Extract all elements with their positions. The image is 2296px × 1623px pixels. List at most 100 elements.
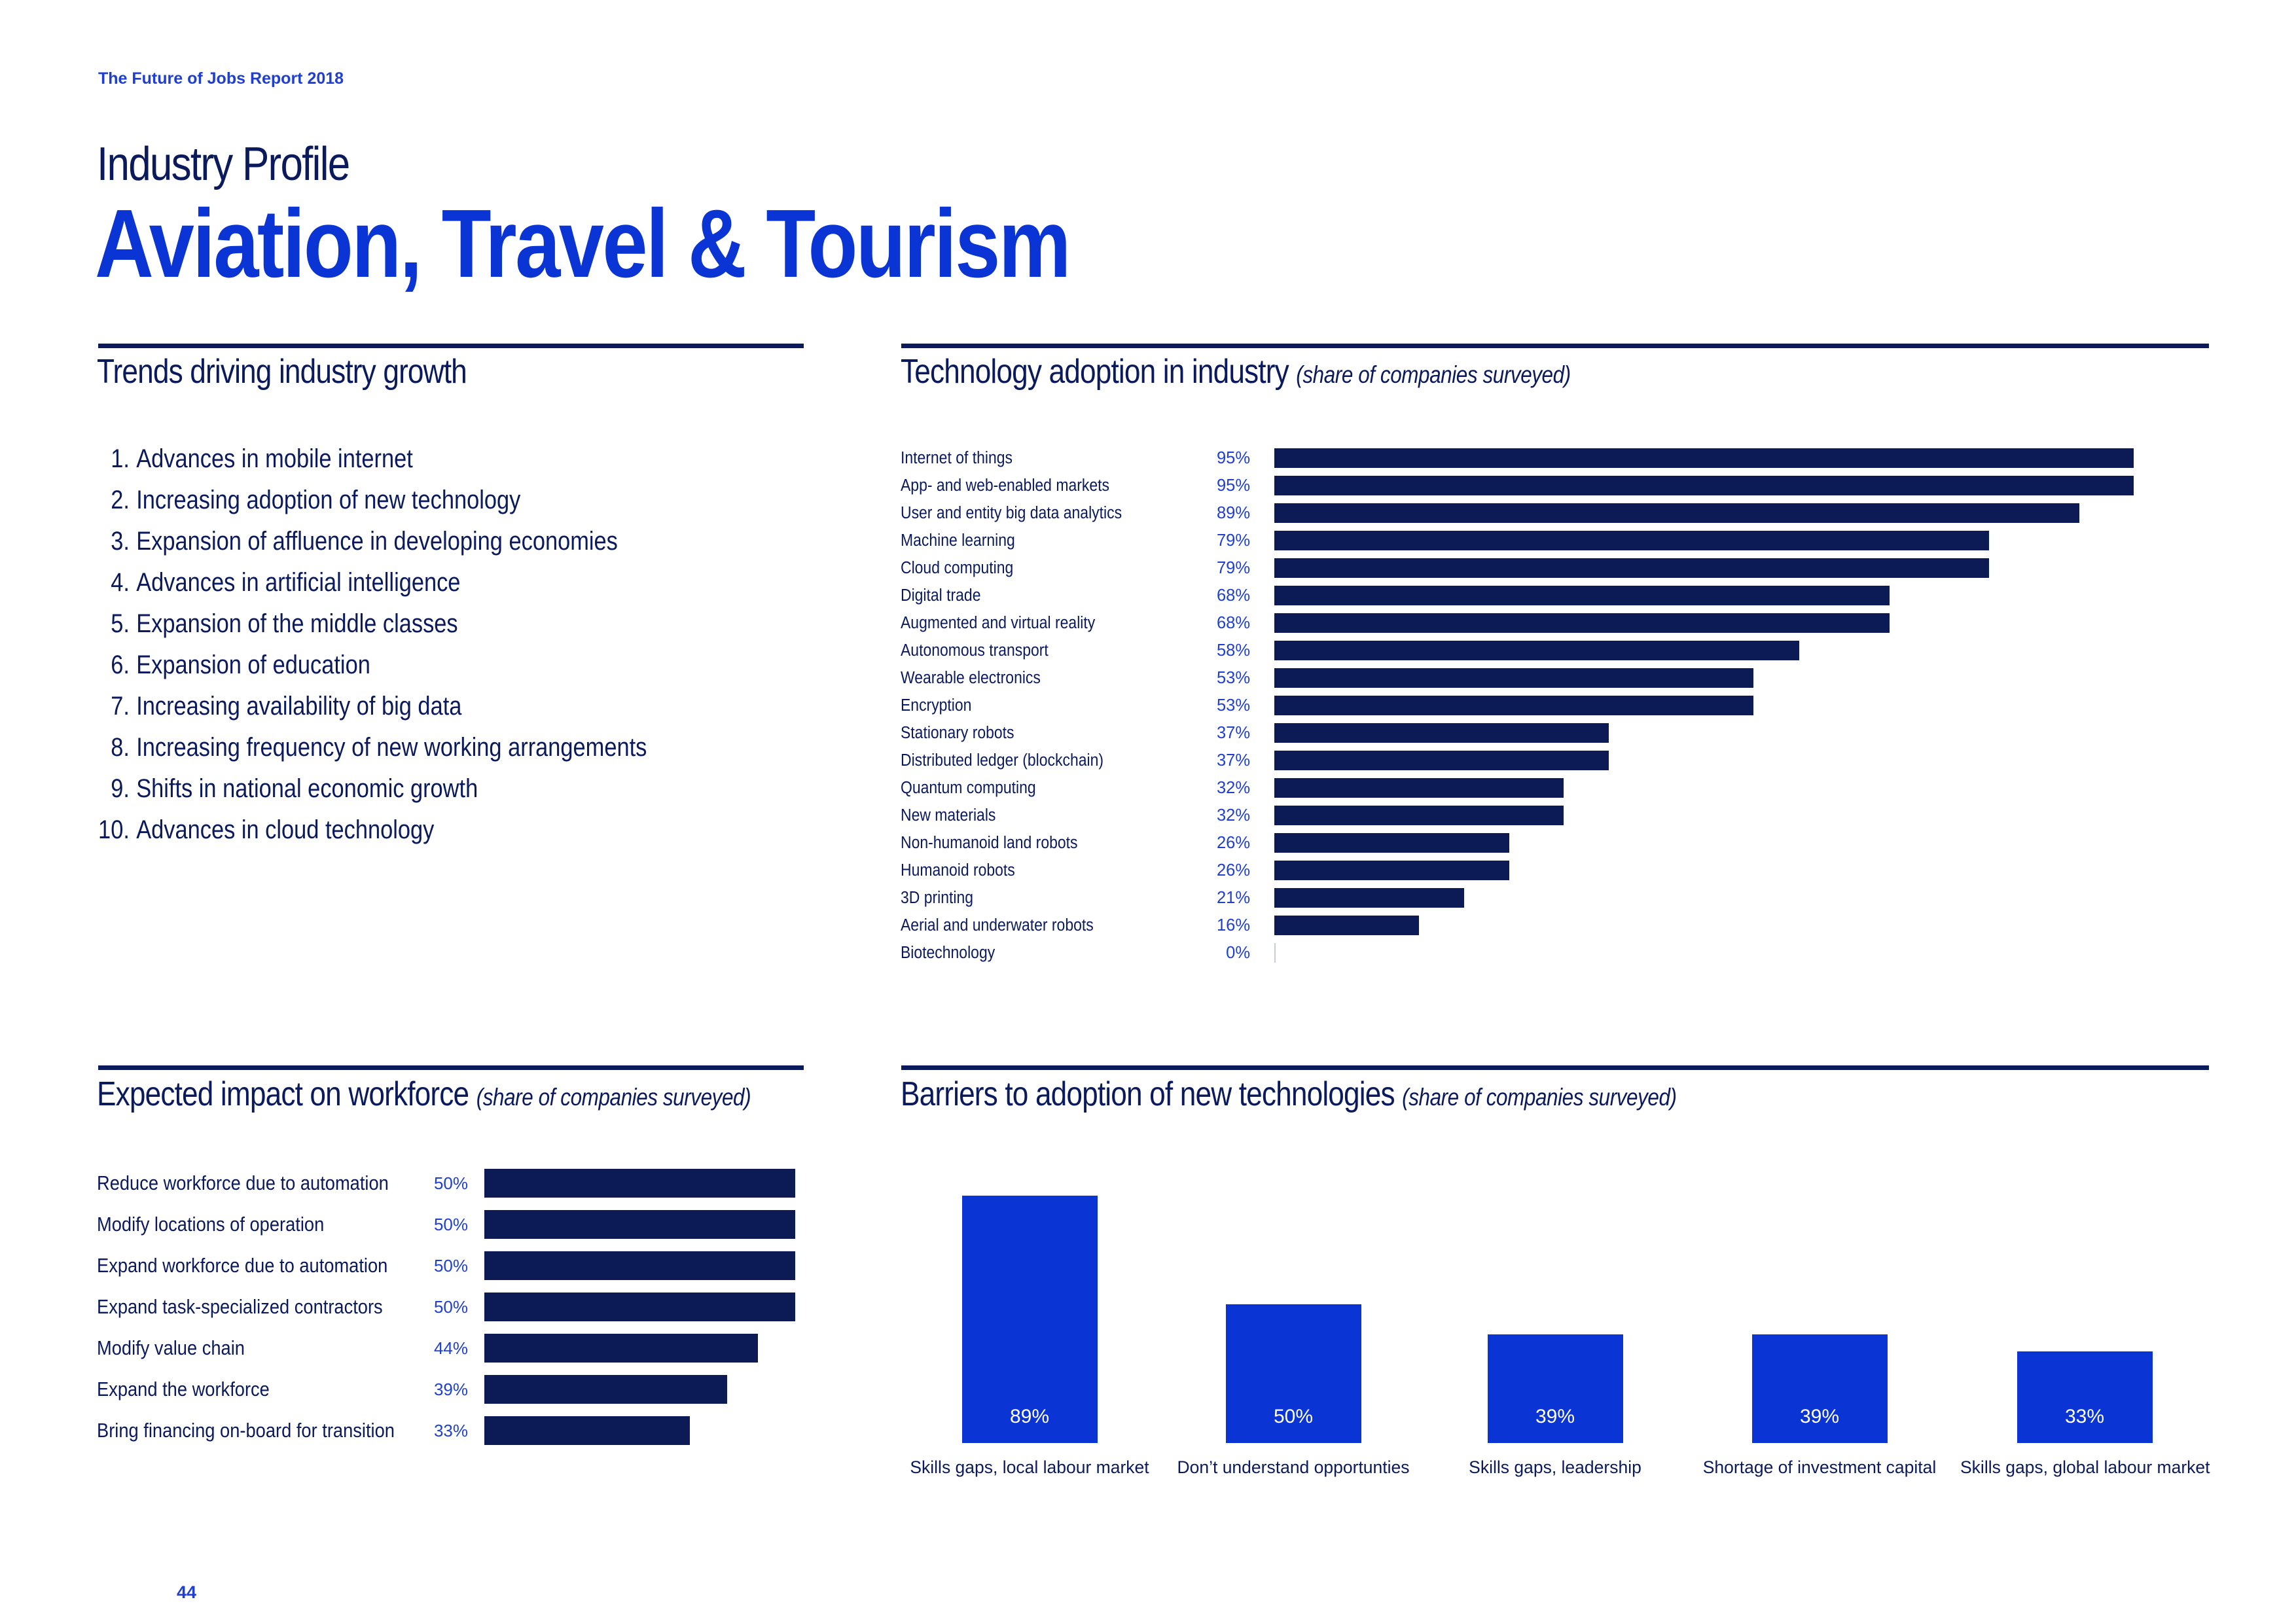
- trend-text: Advances in artificial intelligence: [136, 568, 461, 597]
- trend-item: 2. Increasing adoption of new technology: [97, 480, 647, 521]
- tech-category-label: Internet of things: [901, 449, 1013, 467]
- trend-number: 1.: [111, 444, 130, 473]
- tech-value-label: 26%: [1216, 834, 1250, 852]
- tech-bar: [1274, 696, 1753, 715]
- tech-bar: [1274, 778, 1564, 798]
- trend-item: 9. Shifts in national economic growth: [97, 768, 647, 810]
- trend-number: 10.: [98, 815, 130, 844]
- workforce-bar: [484, 1169, 795, 1198]
- tech-category-label: Humanoid robots: [901, 861, 1015, 880]
- workforce-rule: [98, 1065, 804, 1070]
- tech-value-label: 79%: [1216, 559, 1250, 577]
- trend-item: 10. Advances in cloud technology: [97, 810, 647, 851]
- tech-value-label: 95%: [1216, 449, 1250, 467]
- tech-category-label: Quantum computing: [901, 779, 1036, 797]
- tech-bar: [1274, 943, 1276, 963]
- trends-title: Trends driving industry growth: [97, 352, 467, 391]
- workforce-value-label: 50%: [433, 1215, 468, 1234]
- tech-category-label: Non-humanoid land robots: [901, 834, 1078, 852]
- barrier-category-label: Skills gaps, global labour market: [1960, 1457, 2210, 1477]
- tech-subtitle: (share of companies surveyed): [1296, 361, 1571, 388]
- trend-text: Increasing adoption of new technology: [136, 486, 521, 514]
- workforce-bar: [484, 1375, 727, 1404]
- barrier-value-label: 50%: [1273, 1406, 1314, 1427]
- tech-bar: [1274, 558, 1989, 578]
- workforce-bar: [484, 1416, 690, 1445]
- tech-value-label: 0%: [1226, 944, 1250, 962]
- barrier-bar: [1751, 1334, 1888, 1443]
- workforce-category-label: Modify locations of operation: [97, 1213, 325, 1236]
- barrier-bar: [961, 1196, 1098, 1443]
- barriers-subtitle: (share of companies surveyed): [1402, 1084, 1677, 1111]
- tech-bar: [1274, 641, 1799, 660]
- trend-item: 3. Expansion of affluence in developing e…: [97, 521, 647, 562]
- trend-item: 6. Expansion of education: [97, 645, 647, 686]
- page-title: Aviation, Travel & Tourism: [95, 190, 1071, 298]
- page-number: 44: [177, 1582, 197, 1602]
- tech-category-label: Wearable electronics: [901, 669, 1041, 687]
- barrier-bar: [1487, 1334, 1623, 1443]
- tech-value-label: 37%: [1216, 724, 1250, 742]
- workforce-category-label: Bring financing on-board for transition: [97, 1419, 395, 1442]
- barriers-title-text: Barriers to adoption of new technologies: [901, 1075, 1395, 1113]
- tech-bar: [1274, 613, 1890, 633]
- trend-number: 7.: [111, 692, 130, 721]
- barrier-value-label: 39%: [1535, 1406, 1575, 1427]
- tech-bar: [1274, 503, 2079, 523]
- tech-value-label: 32%: [1216, 779, 1250, 797]
- tech-value-label: 53%: [1216, 669, 1250, 687]
- tech-category-label: Distributed ledger (blockchain): [901, 751, 1103, 770]
- tech-value-label: 68%: [1216, 614, 1250, 632]
- tech-category-label: New materials: [901, 806, 996, 825]
- workforce-value-label: 50%: [433, 1297, 468, 1317]
- trend-item: 8. Increasing frequency of new working ar…: [97, 727, 647, 768]
- trend-item: 4. Advances in artificial intelligence: [97, 562, 647, 603]
- tech-value-label: 58%: [1216, 641, 1250, 660]
- tech-category-label: Cloud computing: [901, 559, 1014, 577]
- workforce-bar: [484, 1251, 795, 1280]
- trends-rule: [98, 344, 804, 348]
- workforce-category-label: Expand workforce due to automation: [97, 1254, 388, 1277]
- trend-number: 5.: [111, 609, 130, 638]
- tech-category-label: User and entity big data analytics: [901, 504, 1122, 522]
- tech-title-text: Technology adoption in industry: [901, 353, 1289, 391]
- workforce-value-label: 44%: [433, 1338, 468, 1358]
- workforce-bar: [484, 1210, 795, 1239]
- trend-number: 8.: [111, 733, 130, 762]
- page-kicker: Industry Profile: [97, 138, 350, 190]
- trend-text: Advances in cloud technology: [136, 815, 435, 844]
- trend-number: 4.: [111, 568, 130, 597]
- tech-rule: [901, 344, 2209, 348]
- barrier-category-label: Shortage of investment capital: [1702, 1457, 1937, 1477]
- trend-number: 6.: [111, 651, 130, 679]
- tech-bar: [1274, 888, 1464, 908]
- tech-bar: [1274, 723, 1609, 743]
- tech-value-label: 32%: [1216, 806, 1250, 825]
- trend-item: 5. Expansion of the middle classes: [97, 603, 647, 645]
- tech-bar: [1274, 531, 1989, 550]
- tech-value-label: 95%: [1216, 476, 1250, 495]
- tech-value-label: 89%: [1216, 504, 1250, 522]
- barrier-category-label: Skills gaps, leadership: [1469, 1457, 1641, 1477]
- tech-value-label: 16%: [1216, 916, 1250, 935]
- tech-bar: [1274, 861, 1509, 880]
- trend-text: Shifts in national economic growth: [136, 774, 478, 803]
- trend-text: Expansion of education: [136, 651, 370, 679]
- trends-title-text: Trends driving industry growth: [97, 353, 467, 391]
- workforce-title: Expected impact on workforce (share of c…: [97, 1075, 751, 1114]
- tech-value-label: 68%: [1216, 586, 1250, 605]
- workforce-bar: [484, 1293, 795, 1321]
- trends-list: 1. Advances in mobile internet 2. Increasin…: [97, 438, 736, 851]
- trend-number: 2.: [111, 486, 130, 514]
- trend-text: Increasing availability of big data: [136, 692, 462, 721]
- trend-item: 7. Increasing availability of big data: [97, 686, 647, 727]
- workforce-value-label: 50%: [433, 1256, 468, 1275]
- trend-text: Advances in mobile internet: [136, 444, 413, 473]
- workforce-value-label: 33%: [433, 1421, 468, 1440]
- tech-bar: [1274, 833, 1509, 853]
- workforce-category-label: Reduce workforce due to automation: [97, 1171, 389, 1194]
- tech-value-label: 26%: [1216, 861, 1250, 880]
- tech-category-label: Aerial and underwater robots: [901, 916, 1094, 935]
- tech-bar: [1274, 916, 1419, 935]
- tech-category-label: App- and web-enabled markets: [901, 476, 1109, 495]
